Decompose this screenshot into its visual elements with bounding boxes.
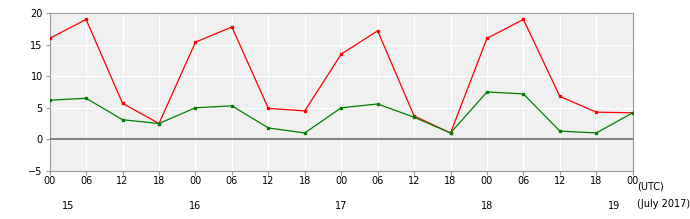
Text: 16: 16 [189,201,201,211]
Text: (July 2017): (July 2017) [637,199,690,209]
Text: (UTC): (UTC) [637,182,664,192]
Text: 19: 19 [609,201,620,211]
Text: 18: 18 [481,201,493,211]
Text: 15: 15 [61,201,74,211]
Text: 17: 17 [335,201,347,211]
